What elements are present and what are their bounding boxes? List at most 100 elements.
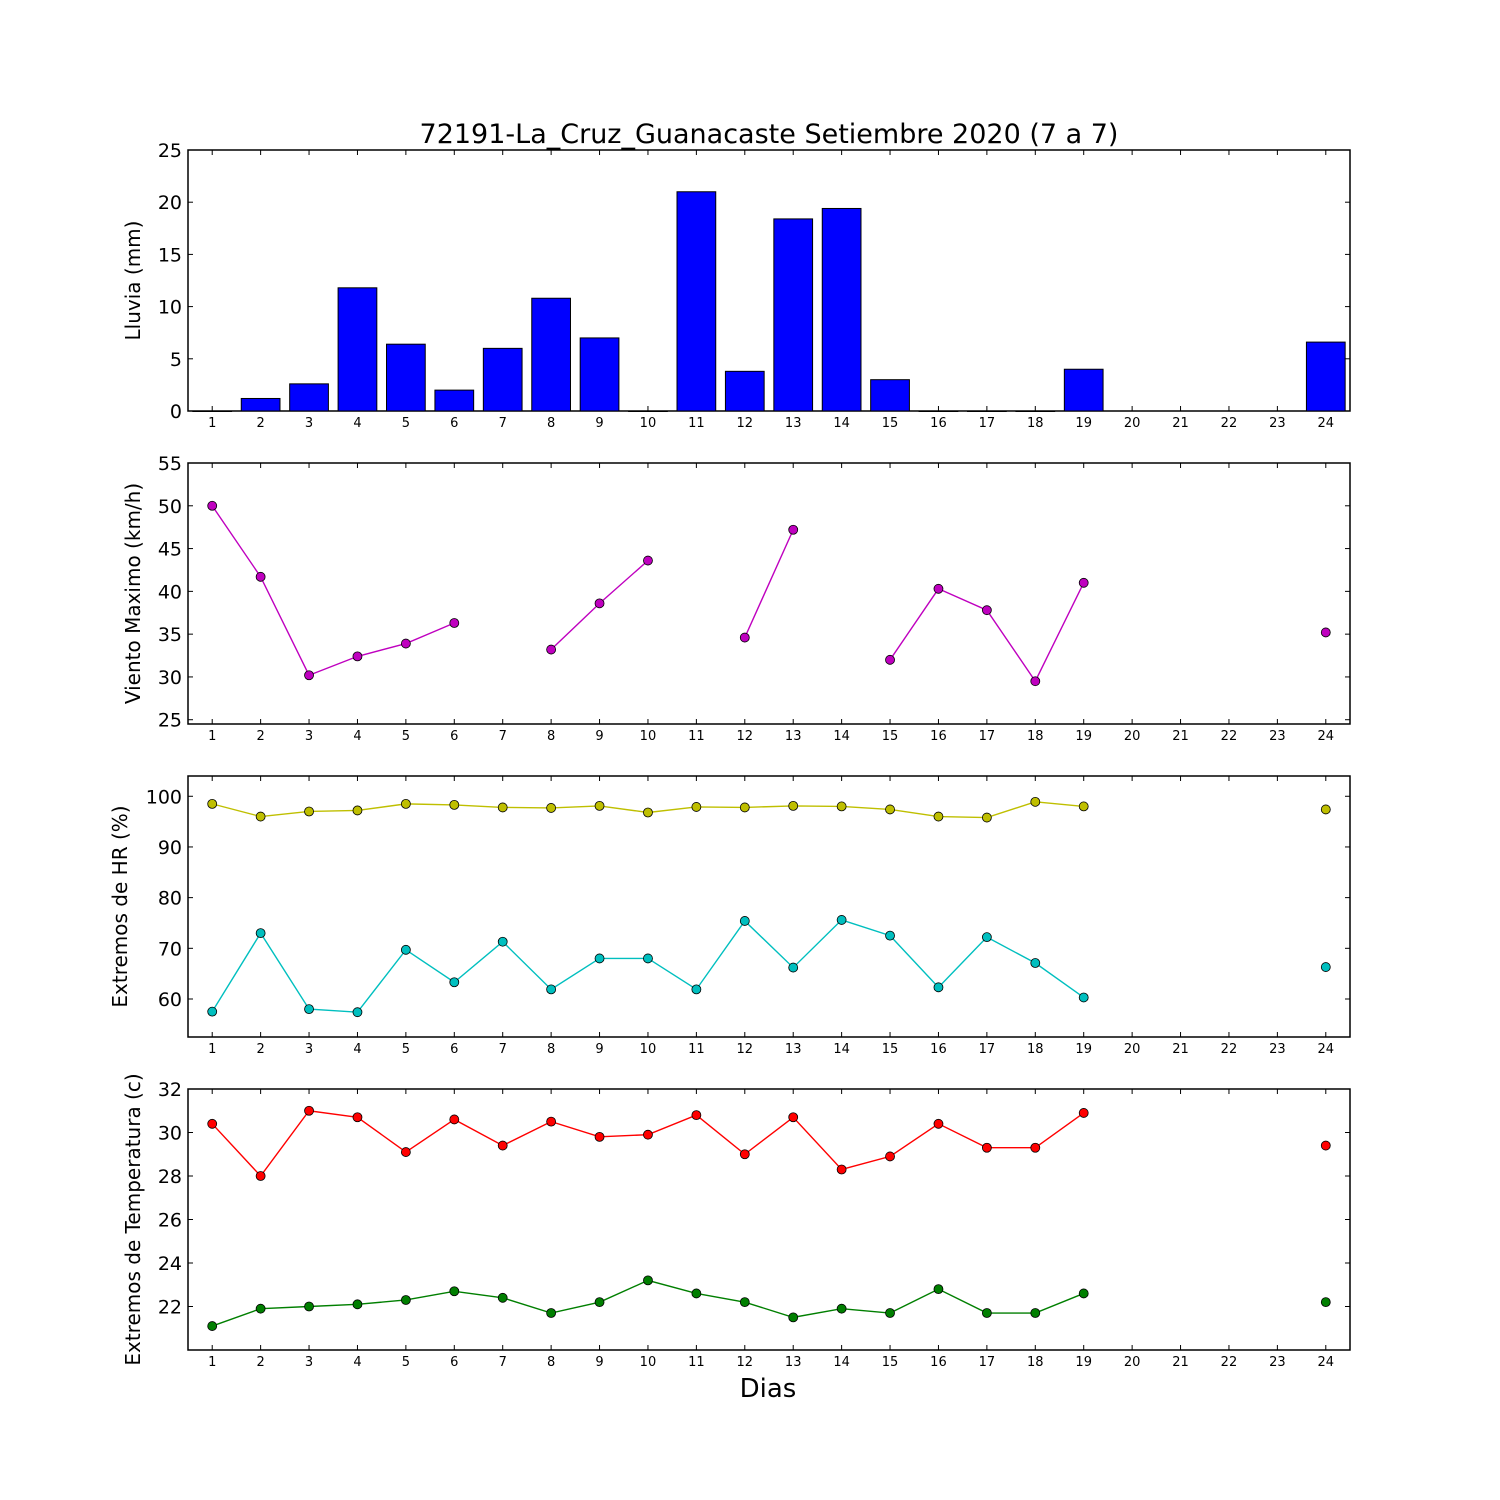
x-tick-label: 24 [1318, 416, 1335, 431]
x-tick-label: 9 [595, 1042, 603, 1057]
x-tick-label: 17 [979, 1042, 996, 1057]
data-point [1320, 962, 1331, 972]
x-tick-label: 16 [930, 729, 947, 744]
data-point [449, 1286, 460, 1297]
x-tick-label: 12 [737, 416, 754, 431]
data-point [643, 807, 653, 818]
data-point [1320, 804, 1331, 815]
x-tick-label: 1 [208, 1355, 216, 1370]
series-2 [207, 1275, 1331, 1331]
data-point [352, 1112, 363, 1123]
x-tick-label: 10 [640, 1355, 657, 1370]
x-tick-label: 5 [402, 1042, 410, 1057]
data-point [255, 571, 266, 582]
data-point [1320, 1140, 1331, 1151]
data-point [304, 1105, 314, 1116]
y-tick-label: 26 [158, 1210, 182, 1232]
data-point [255, 1303, 266, 1314]
x-tick-label: 11 [688, 1355, 705, 1370]
y-axis-label: Viento Maximo (km/h) [121, 483, 145, 704]
data-point [788, 1112, 799, 1123]
x-tick-label: 9 [595, 416, 603, 431]
x-tick-label: 17 [979, 416, 996, 431]
x-tick-label: 21 [1172, 729, 1189, 744]
x-tick-label: 24 [1318, 1355, 1335, 1370]
x-tick-label: 18 [1027, 729, 1044, 744]
x-tick-label: 15 [882, 729, 899, 744]
plot-area [187, 775, 1351, 1038]
data-point [933, 982, 944, 993]
x-tick-label: 10 [640, 729, 657, 744]
data-point [788, 962, 799, 973]
plot-area [187, 462, 1351, 725]
bar [386, 343, 426, 412]
x-tick-label: 21 [1172, 1355, 1189, 1370]
data-point [739, 1297, 750, 1308]
y-tick-label: 45 [158, 539, 182, 561]
bar [918, 410, 959, 412]
x-tick-label: 20 [1124, 1355, 1141, 1370]
data-point [739, 802, 750, 813]
x-tick-label: 7 [499, 416, 507, 431]
x-tick-label: 23 [1269, 416, 1286, 431]
data-point [400, 638, 411, 649]
x-tick-label: 3 [305, 416, 313, 431]
data-point [352, 1007, 363, 1018]
data-point [207, 500, 218, 511]
x-tick-label: 23 [1269, 1042, 1286, 1057]
data-point [1320, 1297, 1331, 1308]
x-tick-label: 17 [979, 1355, 996, 1370]
data-point [594, 953, 605, 964]
x-tick-label: 7 [499, 1042, 507, 1057]
x-axis-label: Dias [740, 1374, 797, 1404]
bar [482, 347, 523, 412]
x-tick-label: 20 [1124, 416, 1141, 431]
x-tick-label: 1 [208, 416, 216, 431]
data-point [1030, 796, 1041, 807]
x-tick-label: 3 [305, 1042, 313, 1057]
x-tick-label: 7 [499, 1355, 507, 1370]
data-point [400, 944, 411, 955]
x-tick-label: 13 [785, 1355, 802, 1370]
data-point [207, 1118, 218, 1129]
bar [434, 389, 475, 412]
bar [967, 410, 1007, 412]
x-tick-label: 14 [833, 416, 850, 431]
data-point [933, 811, 944, 822]
data-point [1030, 958, 1041, 968]
y-tick-label: 35 [158, 624, 182, 646]
data-point [207, 798, 218, 809]
y-tick-label: 24 [158, 1253, 182, 1275]
x-tick-label: 4 [353, 729, 361, 744]
data-point [739, 1149, 750, 1160]
data-point [1078, 1108, 1089, 1118]
x-tick-label: 19 [1075, 1042, 1092, 1057]
bar [676, 191, 717, 412]
x-tick-label: 18 [1027, 416, 1044, 431]
data-point [739, 916, 750, 926]
data-point [449, 977, 460, 988]
data-point [207, 1321, 218, 1331]
x-tick-label: 11 [688, 1042, 705, 1057]
y-tick-label: 5 [170, 349, 182, 371]
chart-title: 72191-La_Cruz_Guanacaste Setiembre 2020 … [420, 119, 1119, 150]
x-tick-label: 10 [640, 1042, 657, 1057]
bar [289, 383, 329, 412]
data-point [691, 1288, 702, 1299]
x-tick-label: 5 [402, 416, 410, 431]
x-tick-label: 16 [930, 416, 947, 431]
y-tick-label: 30 [158, 1123, 182, 1145]
x-tick-label: 22 [1221, 416, 1238, 431]
data-point [546, 1308, 557, 1318]
bar [1063, 368, 1104, 412]
x-tick-label: 14 [833, 729, 850, 744]
data-point [497, 802, 508, 813]
data-point [255, 811, 266, 822]
x-tick-label: 12 [737, 729, 754, 744]
y-tick-label: 25 [158, 710, 182, 732]
x-tick-label: 1 [208, 729, 216, 744]
x-tick-label: 9 [595, 1355, 603, 1370]
